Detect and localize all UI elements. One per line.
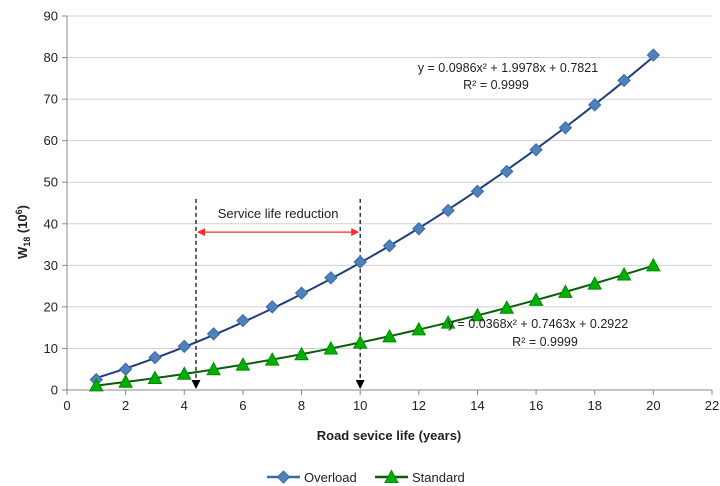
data-point	[441, 203, 455, 218]
series-standard	[88, 257, 661, 392]
data-point	[352, 335, 368, 349]
data-point	[323, 340, 339, 355]
diamond-icon	[276, 470, 291, 484]
data-point	[499, 300, 515, 314]
trendline-standard	[96, 264, 654, 387]
data-point	[411, 321, 427, 336]
x-tick-label: 22	[705, 398, 719, 413]
x-axis-title: Road sevice life (years)	[317, 428, 462, 443]
data-point	[265, 300, 279, 314]
data-point	[353, 255, 367, 269]
data-point	[470, 307, 485, 322]
x-tick-label: 2	[122, 398, 129, 413]
data-point	[470, 184, 485, 199]
data-point	[235, 357, 251, 371]
y-tick-label: 90	[44, 9, 58, 24]
y-tick-label: 0	[51, 383, 58, 398]
data-point	[616, 266, 632, 281]
data-point	[617, 73, 631, 88]
data-point	[324, 271, 338, 285]
x-tick-label: 0	[63, 398, 70, 413]
data-point	[587, 276, 603, 290]
data-point	[588, 98, 602, 112]
standard-r2: R² = 0.9999	[512, 335, 578, 349]
series-layer	[88, 48, 661, 392]
data-point	[264, 352, 280, 366]
y-tick-label: 70	[44, 92, 58, 107]
y-tick-labels: 0 10 20 30 40 50 60 70 80 90	[44, 9, 58, 398]
data-point	[529, 143, 543, 157]
data-point	[646, 48, 661, 62]
overload-equation: y = 0.0986x² + 1.9978x + 0.7821	[418, 61, 598, 75]
data-point	[118, 374, 133, 388]
data-point	[412, 222, 426, 236]
overload-r2: R² = 0.9999	[463, 78, 529, 92]
data-point	[382, 328, 397, 343]
data-point	[558, 121, 573, 135]
data-point	[88, 377, 104, 392]
data-point	[294, 346, 309, 361]
axes	[62, 15, 713, 395]
data-point	[206, 327, 221, 341]
data-point	[236, 313, 250, 328]
data-point	[206, 361, 221, 376]
x-tick-label: 16	[529, 398, 543, 413]
legend-label-standard: Standard	[412, 470, 465, 485]
gridlines	[67, 15, 712, 349]
y-tick-label: 20	[44, 299, 58, 314]
data-point	[148, 350, 162, 365]
data-point	[177, 339, 191, 354]
y-tick-label: 30	[44, 258, 58, 273]
legend-label-overload: Overload	[304, 470, 357, 485]
standard-equation: y = 0.0368x² + 0.7463x + 0.2922	[448, 317, 628, 331]
y-tick-label: 60	[44, 133, 58, 148]
data-point	[558, 284, 573, 298]
x-tick-label: 18	[587, 398, 601, 413]
y-tick-label: 40	[44, 216, 58, 231]
x-tick-label: 6	[239, 398, 246, 413]
data-point	[176, 366, 192, 380]
x-tick-label: 20	[646, 398, 660, 413]
data-point	[646, 257, 661, 272]
x-tick-labels: 0 2 4 6 8 10 12 14 16 18 20 22	[63, 398, 719, 413]
data-point	[382, 239, 397, 253]
triangle-icon	[384, 469, 399, 483]
annotation-label: Service life reduction	[218, 206, 339, 221]
y-tick-label: 10	[44, 341, 58, 356]
x-tick-label: 8	[298, 398, 305, 413]
data-point	[294, 286, 309, 300]
y-tick-label: 50	[44, 175, 58, 190]
x-tick-label: 12	[412, 398, 426, 413]
x-tick-label: 4	[181, 398, 188, 413]
data-point	[118, 362, 133, 376]
y-tick-label: 80	[44, 50, 58, 65]
legend: Overload Standard	[267, 469, 465, 485]
x-tick-label: 10	[353, 398, 367, 413]
data-point	[500, 164, 514, 179]
y-axis-title: W18 (106)	[14, 205, 32, 259]
data-point	[528, 292, 544, 306]
data-point	[147, 370, 163, 384]
x-tick-label: 14	[470, 398, 484, 413]
service-life-annotation: Service life reduction	[191, 198, 365, 389]
data-point	[440, 315, 456, 329]
